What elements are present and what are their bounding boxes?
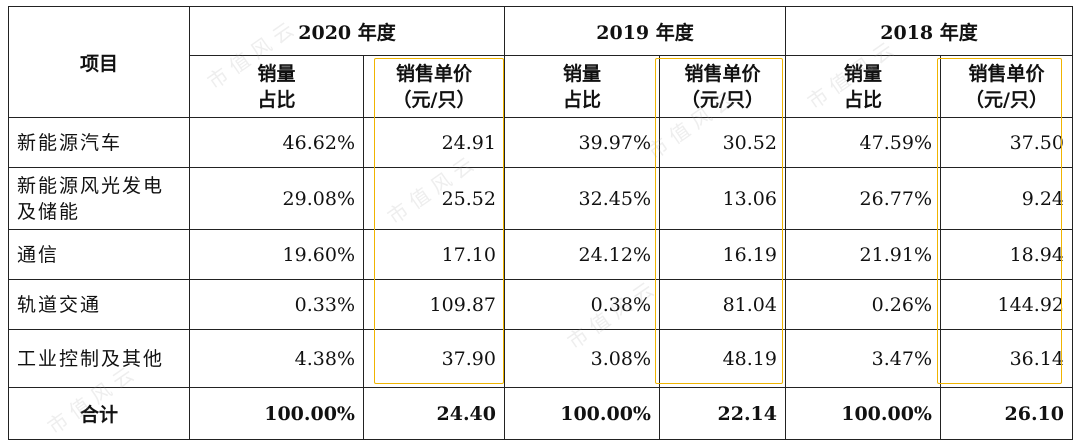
share-cell: 19.60%	[189, 229, 364, 280]
share-cell: 4.38%	[189, 329, 364, 388]
share-cell: 21.91%	[785, 229, 941, 280]
table-row: 轨道交通 0.33% 109.87 0.38% 81.04 0.26% 144.…	[8, 279, 1073, 330]
header-price: 销售单价 （元/只）	[940, 55, 1073, 118]
table-row: 新能源风光发电及储能 29.08% 25.52 32.45% 13.06 26.…	[8, 167, 1073, 230]
table-row: 工业控制及其他 4.38% 37.90 3.08% 48.19 3.47% 36…	[8, 329, 1073, 388]
header-year-2020: 2020 年度	[189, 6, 505, 56]
table-row: 新能源汽车 46.62% 24.91 39.97% 30.52 47.59% 3…	[8, 117, 1073, 168]
header-year-2019: 2019 年度	[504, 6, 786, 56]
total-row: 合计 100.00% 24.40 100.00% 22.14 100.00% 2…	[8, 387, 1073, 440]
share-cell: 47.59%	[785, 117, 941, 168]
price-cell: 81.04	[659, 279, 786, 330]
price-cell: 22.14	[659, 387, 786, 440]
price-cell: 109.87	[363, 279, 505, 330]
share-cell: 100.00%	[785, 387, 941, 440]
header-item: 项目	[8, 6, 190, 118]
price-cell: 24.91	[363, 117, 505, 168]
share-cell: 100.00%	[504, 387, 660, 440]
share-cell: 24.12%	[504, 229, 660, 280]
price-cell: 17.10	[363, 229, 505, 280]
price-cell: 37.90	[363, 329, 505, 388]
table-row: 通信 19.60% 17.10 24.12% 16.19 21.91% 18.9…	[8, 229, 1073, 280]
price-cell: 13.06	[659, 167, 786, 230]
share-cell: 46.62%	[189, 117, 364, 168]
row-name: 通信	[8, 229, 190, 280]
row-name: 新能源风光发电及储能	[8, 167, 190, 230]
share-cell: 39.97%	[504, 117, 660, 168]
header-price: 销售单价 （元/只）	[363, 55, 505, 118]
header-price: 销售单价 （元/只）	[659, 55, 786, 118]
share-cell: 0.26%	[785, 279, 941, 330]
row-name: 工业控制及其他	[8, 329, 190, 388]
header-year-2018: 2018 年度	[785, 6, 1073, 56]
sales-table: 项目 2020 年度 2019 年度 2018 年度 销量 占比 销售单价 （元/只…	[8, 6, 1073, 440]
row-name: 轨道交通	[8, 279, 190, 330]
price-cell: 48.19	[659, 329, 786, 388]
header-share: 销量 占比	[189, 55, 364, 118]
header-share: 销量 占比	[504, 55, 660, 118]
row-name: 新能源汽车	[8, 117, 190, 168]
total-label: 合计	[8, 387, 190, 440]
price-cell: 30.52	[659, 117, 786, 168]
price-cell: 16.19	[659, 229, 786, 280]
price-cell: 144.92	[940, 279, 1073, 330]
share-cell: 29.08%	[189, 167, 364, 230]
price-cell: 36.14	[940, 329, 1073, 388]
share-cell: 100.00%	[189, 387, 364, 440]
price-cell: 26.10	[940, 387, 1073, 440]
header-share: 销量 占比	[785, 55, 941, 118]
price-cell: 24.40	[363, 387, 505, 440]
share-cell: 26.77%	[785, 167, 941, 230]
share-cell: 32.45%	[504, 167, 660, 230]
price-cell: 9.24	[940, 167, 1073, 230]
share-cell: 3.47%	[785, 329, 941, 388]
price-cell: 18.94	[940, 229, 1073, 280]
share-cell: 0.33%	[189, 279, 364, 330]
price-cell: 25.52	[363, 167, 505, 230]
share-cell: 3.08%	[504, 329, 660, 388]
share-cell: 0.38%	[504, 279, 660, 330]
price-cell: 37.50	[940, 117, 1073, 168]
